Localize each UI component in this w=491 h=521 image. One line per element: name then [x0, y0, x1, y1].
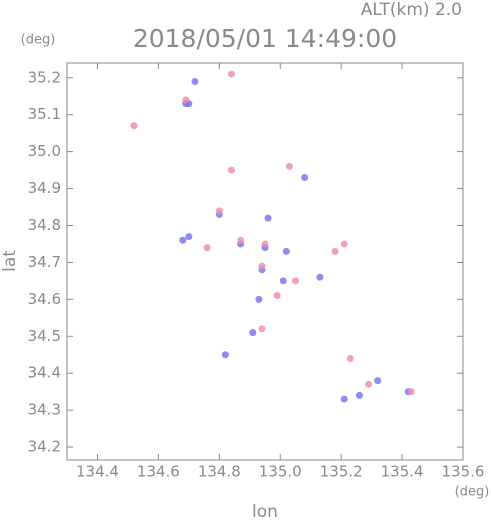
y-tick-label: 34.4: [28, 364, 61, 382]
y-unit: (deg): [21, 33, 56, 48]
echo-point: [365, 380, 373, 388]
echo-point: [340, 240, 348, 248]
echo-point: [237, 236, 245, 244]
echo-point: [249, 329, 257, 337]
echo-point: [191, 77, 199, 85]
echo-point: [346, 354, 354, 362]
y-tick-label: 35.0: [28, 142, 61, 160]
x-tick-label: 134.8: [198, 463, 241, 481]
echo-point: [355, 391, 363, 399]
y-tick-label: 35.2: [28, 68, 61, 86]
y-tick-label: 34.3: [28, 401, 61, 419]
echo-point: [316, 273, 324, 281]
echo-point: [285, 162, 293, 170]
y-tick-label: 34.2: [28, 438, 61, 456]
y-tick-label: 34.5: [28, 327, 61, 345]
echo-point: [215, 207, 223, 215]
x-tick-label: 135.0: [259, 463, 302, 481]
echo-point: [291, 277, 299, 285]
echo-point: [340, 395, 348, 403]
y-tick-label: 34.9: [28, 179, 61, 197]
echo-point: [227, 70, 235, 78]
y-tick-label: 34.7: [28, 253, 61, 271]
y-tick-label: 34.8: [28, 216, 61, 234]
x-tick-label: 135.2: [320, 463, 363, 481]
echo-point: [221, 351, 229, 359]
x-unit: (deg): [455, 485, 490, 500]
echo-point: [227, 166, 235, 174]
echo-point: [185, 233, 193, 241]
echo-point: [179, 236, 187, 244]
echo-point: [258, 262, 266, 270]
x-tick-label: 135.4: [381, 463, 424, 481]
chart-title: 2018/05/01 14:49:00: [133, 24, 397, 53]
y-axis-label: lat: [0, 250, 20, 272]
echo-point: [279, 277, 287, 285]
echo-point: [182, 96, 190, 104]
y-tick-label: 34.6: [28, 290, 61, 308]
echo-point: [261, 240, 269, 248]
altitude-label: ALT(km) 2.0: [361, 0, 462, 20]
echo-point: [273, 292, 281, 300]
x-tick-label: 134.6: [137, 463, 180, 481]
echo-point: [255, 295, 263, 303]
echo-point: [301, 173, 309, 181]
echo-point: [407, 388, 415, 396]
echo-point: [374, 377, 382, 385]
echo-point: [282, 247, 290, 255]
echo-point: [331, 247, 339, 255]
echo-point: [264, 214, 272, 222]
echo-point: [203, 244, 211, 252]
y-tick-label: 35.1: [28, 105, 61, 123]
x-axis-label: lon: [252, 502, 278, 521]
echo-point: [258, 325, 266, 333]
x-tick-label: 135.6: [442, 463, 485, 481]
x-tick-label: 134.4: [76, 463, 119, 481]
plot-frame: [66, 62, 464, 461]
echo-point: [130, 122, 138, 130]
